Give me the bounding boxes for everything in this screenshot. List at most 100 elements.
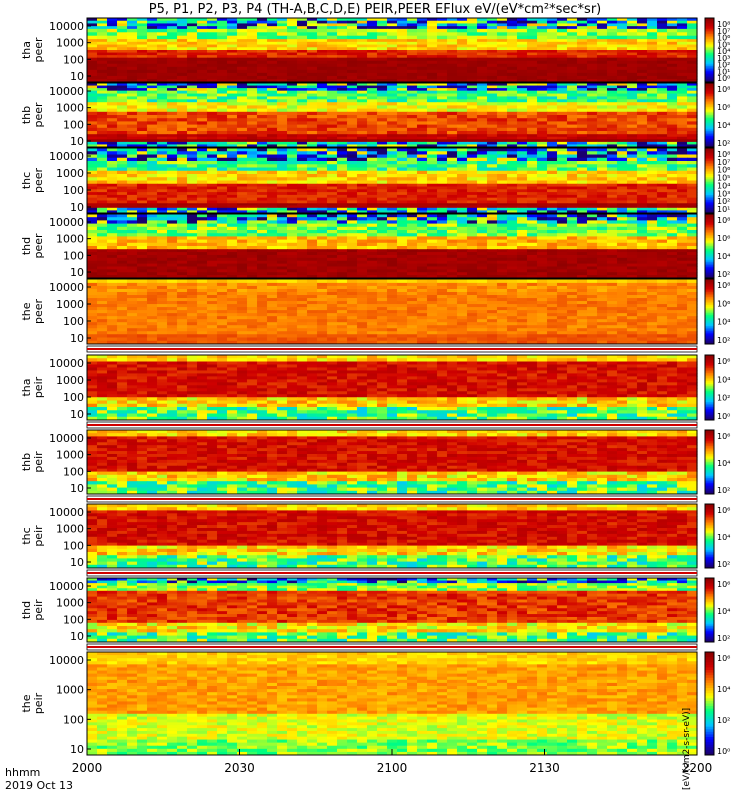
panel-label: thcpeir: [20, 525, 45, 547]
colorbar-tick-label: 10⁴: [717, 181, 730, 190]
gap-stripe-fill: [87, 572, 697, 574]
x-tick-label: 2000: [72, 761, 103, 775]
colorbar-tick-label: 10⁴: [717, 318, 730, 327]
panel-label: thapeer: [20, 37, 45, 63]
time-format-label: hhmm: [5, 766, 41, 779]
spectrogram-cells: [87, 18, 698, 83]
colorbar-tick-label: 10⁶: [717, 166, 730, 175]
panel-label: thdpeer: [20, 233, 45, 259]
panel-label: thepeir: [20, 692, 45, 714]
colorbar-tick-label: 10²: [717, 634, 730, 643]
panel-frame: [86, 577, 698, 643]
y-tick-label: 1000: [56, 298, 84, 311]
y-tick-label: 10000: [49, 580, 84, 593]
colorbar-tick-label: 10²: [717, 716, 730, 725]
y-tick-label: 10: [70, 556, 84, 569]
y-tick-label: 10000: [49, 654, 84, 667]
spectrogram-cells: [87, 279, 698, 345]
y-tick-label: 100: [63, 315, 84, 328]
y-tick-label: 10000: [49, 150, 84, 163]
colorbar-tick-label: 10⁶: [717, 234, 730, 243]
spectrogram-cells: [87, 355, 698, 421]
colorbar-frame: [704, 577, 715, 643]
y-tick-label: 1000: [56, 374, 84, 387]
colorbar-tick-label: 10⁶: [717, 103, 730, 112]
panel-frame: [86, 429, 698, 495]
colorbar-frame: [704, 17, 715, 83]
colorbar-tick-label: 10⁶: [717, 580, 730, 589]
panel-label: thcpeer: [20, 168, 45, 194]
y-tick-label: 100: [63, 391, 84, 404]
x-tick-label: 2100: [377, 761, 408, 775]
colorbar-tick-label: 10⁷: [717, 158, 730, 167]
spectrogram-cells: [87, 214, 698, 279]
colorbar-units-label: [eV/(cm2-s-sr-eV)]: [682, 707, 692, 790]
panel-label: thapeir: [20, 376, 45, 398]
y-tick-label: 10000: [49, 432, 84, 445]
spectrogram-cells: [87, 578, 698, 643]
panel-7: 10000 1000 100 10 thcpeir 10⁶ 10⁴ 10²: [20, 503, 730, 577]
y-tick-label: 10000: [49, 216, 84, 229]
panel-frame: [86, 213, 698, 279]
colorbar: 10⁶ 10⁴ 10²: [704, 429, 730, 495]
x-tick-label: 2130: [529, 761, 560, 775]
colorbar: 10⁶ 10⁴ 10²: [704, 577, 730, 643]
y-tick-label: 1000: [56, 523, 84, 536]
y-tick-label: 10: [70, 70, 84, 83]
panel-label: thbpeer: [20, 102, 45, 128]
colorbar-tick-label: 10¹: [717, 205, 730, 214]
y-tick-label: 10: [70, 135, 84, 148]
y-tick-label: 10: [70, 743, 84, 756]
colorbar-tick-label: 10²: [717, 486, 730, 495]
gap-stripe-fill: [87, 424, 697, 426]
x-tick-label: 2200: [682, 761, 713, 775]
colorbar-tick-label: 10⁶: [717, 654, 730, 663]
colorbar: 10⁸ 10⁶ 10⁴ 10²: [704, 213, 730, 279]
colorbar-tick-label: 10⁶: [717, 432, 730, 441]
colorbar-tick-label: 10⁸: [717, 85, 730, 94]
colorbar-frame: [704, 147, 715, 214]
x-axis: 2000 2030 2100 2130 2200: [72, 749, 713, 775]
colorbar-tick-label: 10⁷: [717, 27, 730, 36]
colorbar-tick-label: 10⁸: [717, 281, 730, 290]
y-tick-label: 1000: [56, 102, 84, 115]
date-label: 2019 Oct 13: [5, 779, 74, 792]
y-tick-label: 10000: [49, 20, 84, 33]
spectrogram-cells: [87, 504, 698, 569]
colorbar-tick-label: 10²: [717, 394, 730, 403]
colorbar-frame: [704, 354, 715, 421]
colorbar-tick-label: 10⁴: [717, 685, 730, 694]
colorbar-tick-label: 10⁶: [717, 357, 730, 366]
y-tick-label: 10000: [49, 506, 84, 519]
colorbar-tick-label: 10⁴: [717, 47, 730, 56]
colorbar-tick-label: 10²: [717, 61, 730, 70]
gap-stripe-fill: [87, 646, 697, 648]
colorbar: 10⁸ 10⁶ 10⁴ 10²: [704, 82, 730, 148]
colorbar-tick-label: 10⁵: [717, 174, 730, 183]
colorbar-frame: [704, 651, 715, 756]
colorbar-tick-label: 10⁴: [717, 607, 730, 616]
panel-4: 10000 1000 100 10 thepeer 10⁸ 10⁶ 10⁴ 10²: [20, 278, 730, 353]
colorbar-tick-label: 10⁴: [717, 459, 730, 468]
y-tick-label: 10: [70, 266, 84, 279]
colorbar-tick-label: 10¹: [717, 67, 730, 76]
colorbar-tick-label: 10²: [717, 336, 730, 345]
colorbar-tick-label: 10⁶: [717, 34, 730, 43]
colorbar-frame: [704, 82, 715, 148]
colorbar-tick-label: 10⁴: [717, 533, 730, 542]
panel-label: thdpeir: [20, 599, 45, 621]
panel-9: 10000 1000 100 10 thepeir 10⁶ 10⁴ 10² 10⁰: [20, 651, 730, 756]
panel-0: 10000100010010thapeer10⁸10⁷10⁶10⁵10⁴10³1…: [20, 17, 730, 83]
gap-stripe-fill: [87, 348, 697, 350]
colorbar: 10⁶ 10⁴ 10²: [704, 503, 730, 569]
colorbar: 10⁶ 10⁴ 10² 10⁰: [704, 354, 730, 421]
panel-1: 10000 1000 100 10 thbpeer 10⁸ 10⁶ 10⁴ 10²: [20, 82, 730, 148]
colorbar-tick-label: 10²: [717, 560, 730, 569]
colorbar-tick-label: 10²: [717, 197, 730, 206]
colorbar-frame: [704, 213, 715, 279]
spectrogram-cells: [87, 652, 698, 756]
colorbar-tick-label: 10³: [717, 189, 730, 198]
y-tick-label: 100: [63, 713, 84, 726]
